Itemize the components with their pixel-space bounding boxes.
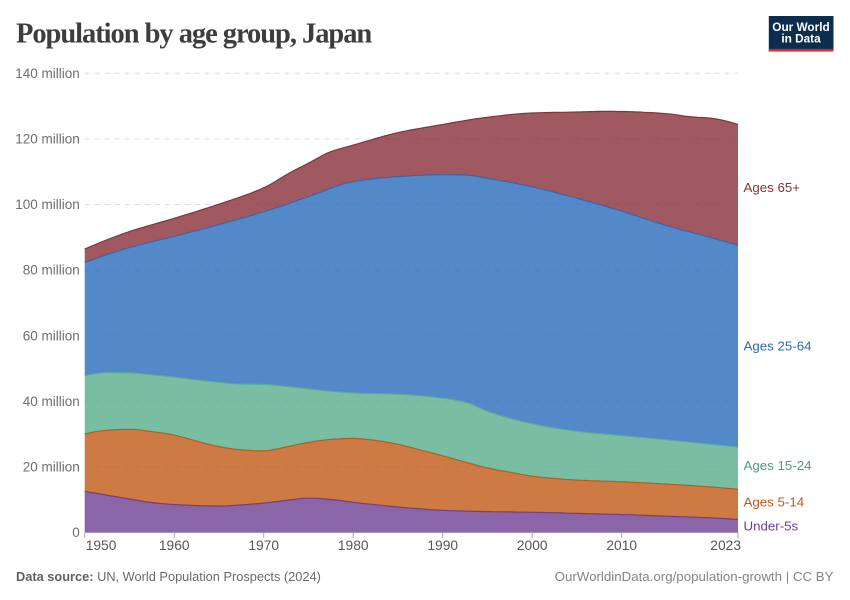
- svg-text:40 million: 40 million: [23, 394, 80, 409]
- svg-text:Under-5s: Under-5s: [744, 519, 799, 534]
- svg-text:2010: 2010: [606, 538, 637, 553]
- svg-text:1980: 1980: [338, 538, 369, 553]
- svg-text:120 million: 120 million: [15, 132, 80, 147]
- svg-text:1960: 1960: [159, 538, 190, 553]
- svg-text:80 million: 80 million: [23, 263, 80, 278]
- svg-text:Ages 65+: Ages 65+: [744, 180, 801, 195]
- svg-text:Ages 25-64: Ages 25-64: [744, 339, 812, 354]
- svg-text:0: 0: [72, 525, 80, 540]
- svg-text:60 million: 60 million: [23, 328, 80, 343]
- svg-text:Data source: UN, World Populat: Data source: UN, World Population Prospe…: [16, 569, 321, 584]
- svg-text:1950: 1950: [86, 538, 117, 553]
- svg-text:Our World: Our World: [772, 20, 829, 34]
- svg-text:1990: 1990: [427, 538, 458, 553]
- svg-text:Population by age group, Japan: Population by age group, Japan: [16, 19, 372, 50]
- svg-text:2000: 2000: [517, 538, 548, 553]
- svg-text:Ages 15-24: Ages 15-24: [744, 458, 812, 473]
- svg-text:1970: 1970: [248, 538, 279, 553]
- svg-text:100 million: 100 million: [15, 197, 80, 212]
- svg-text:in Data: in Data: [781, 32, 821, 46]
- svg-text:20 million: 20 million: [23, 460, 80, 475]
- svg-text:140 million: 140 million: [15, 66, 80, 81]
- svg-text:2023: 2023: [710, 538, 741, 553]
- svg-text:OurWorldinData.org/population-: OurWorldinData.org/population-growth | C…: [555, 569, 834, 584]
- svg-text:Ages 5-14: Ages 5-14: [744, 495, 805, 510]
